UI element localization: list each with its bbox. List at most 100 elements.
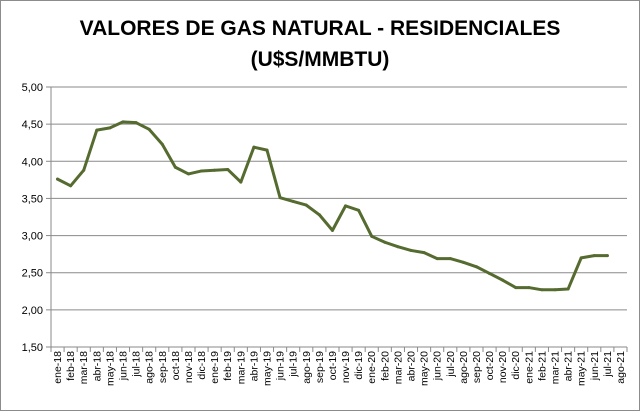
y-tick-label: 3,00 <box>22 231 43 243</box>
data-point <box>265 148 269 152</box>
x-tick-label: jun-19 <box>275 351 287 381</box>
x-tick-label: jul-21 <box>602 351 614 378</box>
x-tick-label: abr-21 <box>563 351 575 382</box>
y-tick-label: 3,50 <box>22 193 43 205</box>
axes <box>50 87 628 352</box>
chart-title-line-1: VALORES DE GAS NATURAL - RESIDENCIALES <box>80 17 561 40</box>
x-tick-label: jul-18 <box>131 351 143 378</box>
x-tick-label: jun-18 <box>118 351 130 381</box>
x-tick-label: sep-20 <box>471 351 483 383</box>
data-point <box>501 278 505 282</box>
data-point <box>488 271 492 275</box>
data-point <box>278 196 282 200</box>
data-point <box>226 167 230 171</box>
data-point <box>173 165 177 169</box>
x-tick-label: ago-18 <box>144 351 156 384</box>
x-tick-label: abr-19 <box>248 351 260 382</box>
data-point <box>147 127 151 131</box>
x-tick-label: jul-19 <box>288 351 300 378</box>
data-point <box>514 286 518 290</box>
data-point <box>383 240 387 244</box>
data-point <box>69 184 73 188</box>
data-point <box>357 208 361 212</box>
x-tick-label: feb-18 <box>65 351 77 381</box>
x-tick-label: feb-20 <box>379 351 391 381</box>
data-point <box>317 213 321 217</box>
data-point <box>553 288 557 292</box>
x-tick-label: ene-21 <box>523 351 535 384</box>
x-tick-label: ene-20 <box>366 351 378 384</box>
x-tick-label: mar-18 <box>78 351 90 384</box>
x-tick-label: ene-19 <box>209 351 221 384</box>
x-tick-label: nov-19 <box>340 351 352 383</box>
data-point <box>474 265 478 269</box>
x-tick-label: dic-19 <box>353 351 365 380</box>
x-tick-label: dic-20 <box>510 351 522 380</box>
y-tick-label: 4,50 <box>22 119 43 131</box>
data-point <box>56 177 60 181</box>
x-tick-label: jun-21 <box>589 351 601 381</box>
data-point <box>396 245 400 249</box>
data-point <box>108 126 112 130</box>
y-axis-tick-labels: 1,50 2,00 2,50 3,00 3,50 4,00 4,50 5,00 <box>22 82 43 354</box>
x-tick-label: sep-18 <box>157 351 169 383</box>
data-point <box>330 228 334 232</box>
data-point <box>95 128 99 132</box>
data-point <box>200 169 204 173</box>
data-point <box>344 204 348 208</box>
data-point <box>121 120 125 124</box>
data-point <box>186 172 190 176</box>
y-tick-label: 4,00 <box>22 156 43 168</box>
y-tick-label: 2,00 <box>22 305 43 317</box>
x-tick-label: may-19 <box>262 351 274 386</box>
data-point <box>252 145 256 149</box>
data-point <box>592 254 596 258</box>
x-tick-label: jul-20 <box>445 351 457 378</box>
data-point <box>160 142 164 146</box>
x-tick-label: oct-20 <box>484 351 496 380</box>
data-point <box>566 287 570 291</box>
data-point <box>435 257 439 261</box>
x-tick-label: ago-20 <box>458 351 470 384</box>
x-tick-label: feb-21 <box>536 351 548 381</box>
data-point <box>304 203 308 207</box>
data-point <box>82 168 86 172</box>
y-tick-label: 1,50 <box>22 342 43 354</box>
data-point <box>448 257 452 261</box>
x-tick-label: mar-19 <box>235 351 247 384</box>
data-point <box>422 251 426 255</box>
data-point <box>579 256 583 260</box>
data-point <box>605 254 609 258</box>
data-point <box>409 248 413 252</box>
x-tick-label: sep-19 <box>314 351 326 383</box>
data-point <box>540 288 544 292</box>
y-tick-label: 5,00 <box>22 82 43 94</box>
x-tick-label: may-20 <box>419 351 431 386</box>
x-tick-label: ene-18 <box>52 351 64 384</box>
x-tick-label: abr-20 <box>406 351 418 382</box>
data-point <box>291 199 295 203</box>
x-tick-label: feb-19 <box>222 351 234 381</box>
x-tick-label: oct-19 <box>327 351 339 380</box>
gridlines <box>46 86 627 348</box>
y-tick-label: 2,50 <box>22 268 43 280</box>
data-series <box>56 120 609 292</box>
x-axis-tick-labels: ene-18 feb-18 mar-18 abr-18 may-18 jun-18 jul-… <box>52 351 627 386</box>
data-point <box>213 168 217 172</box>
x-tick-label: ago-19 <box>301 351 313 384</box>
x-tick-label: abr-18 <box>91 351 103 382</box>
x-tick-label: jun-20 <box>432 351 444 381</box>
data-point <box>239 180 243 184</box>
series-line-0 <box>56 120 609 292</box>
x-tick-label: nov-20 <box>497 351 509 383</box>
x-tick-label: nov-18 <box>183 351 195 383</box>
x-tick-label: ago-21 <box>615 351 627 384</box>
data-point <box>527 286 531 290</box>
data-point <box>134 121 138 125</box>
x-tick-label: oct-18 <box>170 351 182 380</box>
data-point <box>461 260 465 264</box>
x-tick-label: may-18 <box>104 351 116 386</box>
x-tick-label: may-21 <box>576 351 588 386</box>
